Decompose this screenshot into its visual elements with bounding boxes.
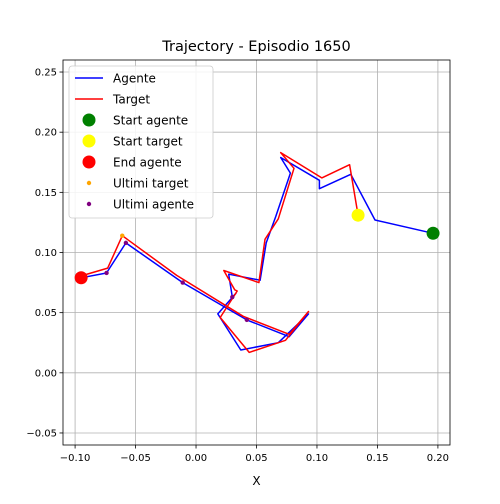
ultimi-agente-point — [180, 280, 185, 285]
legend-label-start-agente: Start agente — [113, 114, 188, 128]
chart-title: Trajectory - Episodio 1650 — [161, 39, 350, 55]
start-agente-marker — [426, 226, 440, 240]
legend-swatch-ultimi-target — [86, 180, 92, 186]
x-tick-label: 0.20 — [427, 453, 449, 464]
legend-label-ultimi-target: Ultimi target — [113, 177, 189, 191]
end-agente-marker — [74, 271, 88, 285]
y-tick-label: 0.20 — [35, 128, 57, 139]
legend-label-ultimi-agente: Ultimi agente — [113, 198, 194, 212]
x-tick-label: 0.05 — [245, 453, 267, 464]
ultimi-agente-point — [230, 294, 235, 300]
start-target-marker — [351, 208, 365, 222]
x-tick-label: 0.15 — [366, 453, 388, 464]
ultimi-target-point — [120, 233, 125, 238]
x-axis-label: X — [252, 474, 260, 488]
x-tick-label: 0.10 — [306, 453, 328, 464]
x-tick-label: 0.00 — [185, 453, 207, 464]
legend-label-end-agente: End agente — [113, 156, 182, 170]
legend-swatch-ultimi-agente — [86, 201, 92, 207]
y-tick-label: −0.05 — [26, 428, 57, 439]
legend-swatch-start-agente — [82, 113, 96, 127]
legend: Agente Target Start agente Start target End … — [68, 65, 214, 219]
legend-label-agente: Agente — [113, 72, 156, 86]
y-tick-label: 0.05 — [35, 308, 57, 319]
y-tick-label: 0.25 — [35, 68, 57, 79]
y-tick-label: 0.15 — [35, 188, 57, 199]
marker-layer — [74, 208, 440, 323]
legend-label-start-target: Start target — [113, 135, 183, 149]
y-tick-label: 0.00 — [35, 368, 57, 379]
ultimi-agente-point — [244, 317, 250, 323]
series-line-target — [78, 151, 359, 354]
ultimi-agente-point — [104, 270, 109, 276]
tick-layer: −0.10 −0.05 0.00 0.05 0.10 0.15 0.20 −0.05 0.00 0… — [26, 68, 449, 464]
x-tick-label: −0.05 — [120, 453, 151, 464]
ultimi-agente-point — [123, 240, 129, 246]
y-tick-label: 0.10 — [35, 248, 57, 259]
legend-box — [68, 65, 214, 219]
legend-swatch-end-agente — [82, 155, 96, 169]
x-tick-label: −0.10 — [60, 453, 91, 464]
legend-swatch-start-target — [82, 134, 96, 148]
legend-label-target: Target — [112, 93, 150, 107]
